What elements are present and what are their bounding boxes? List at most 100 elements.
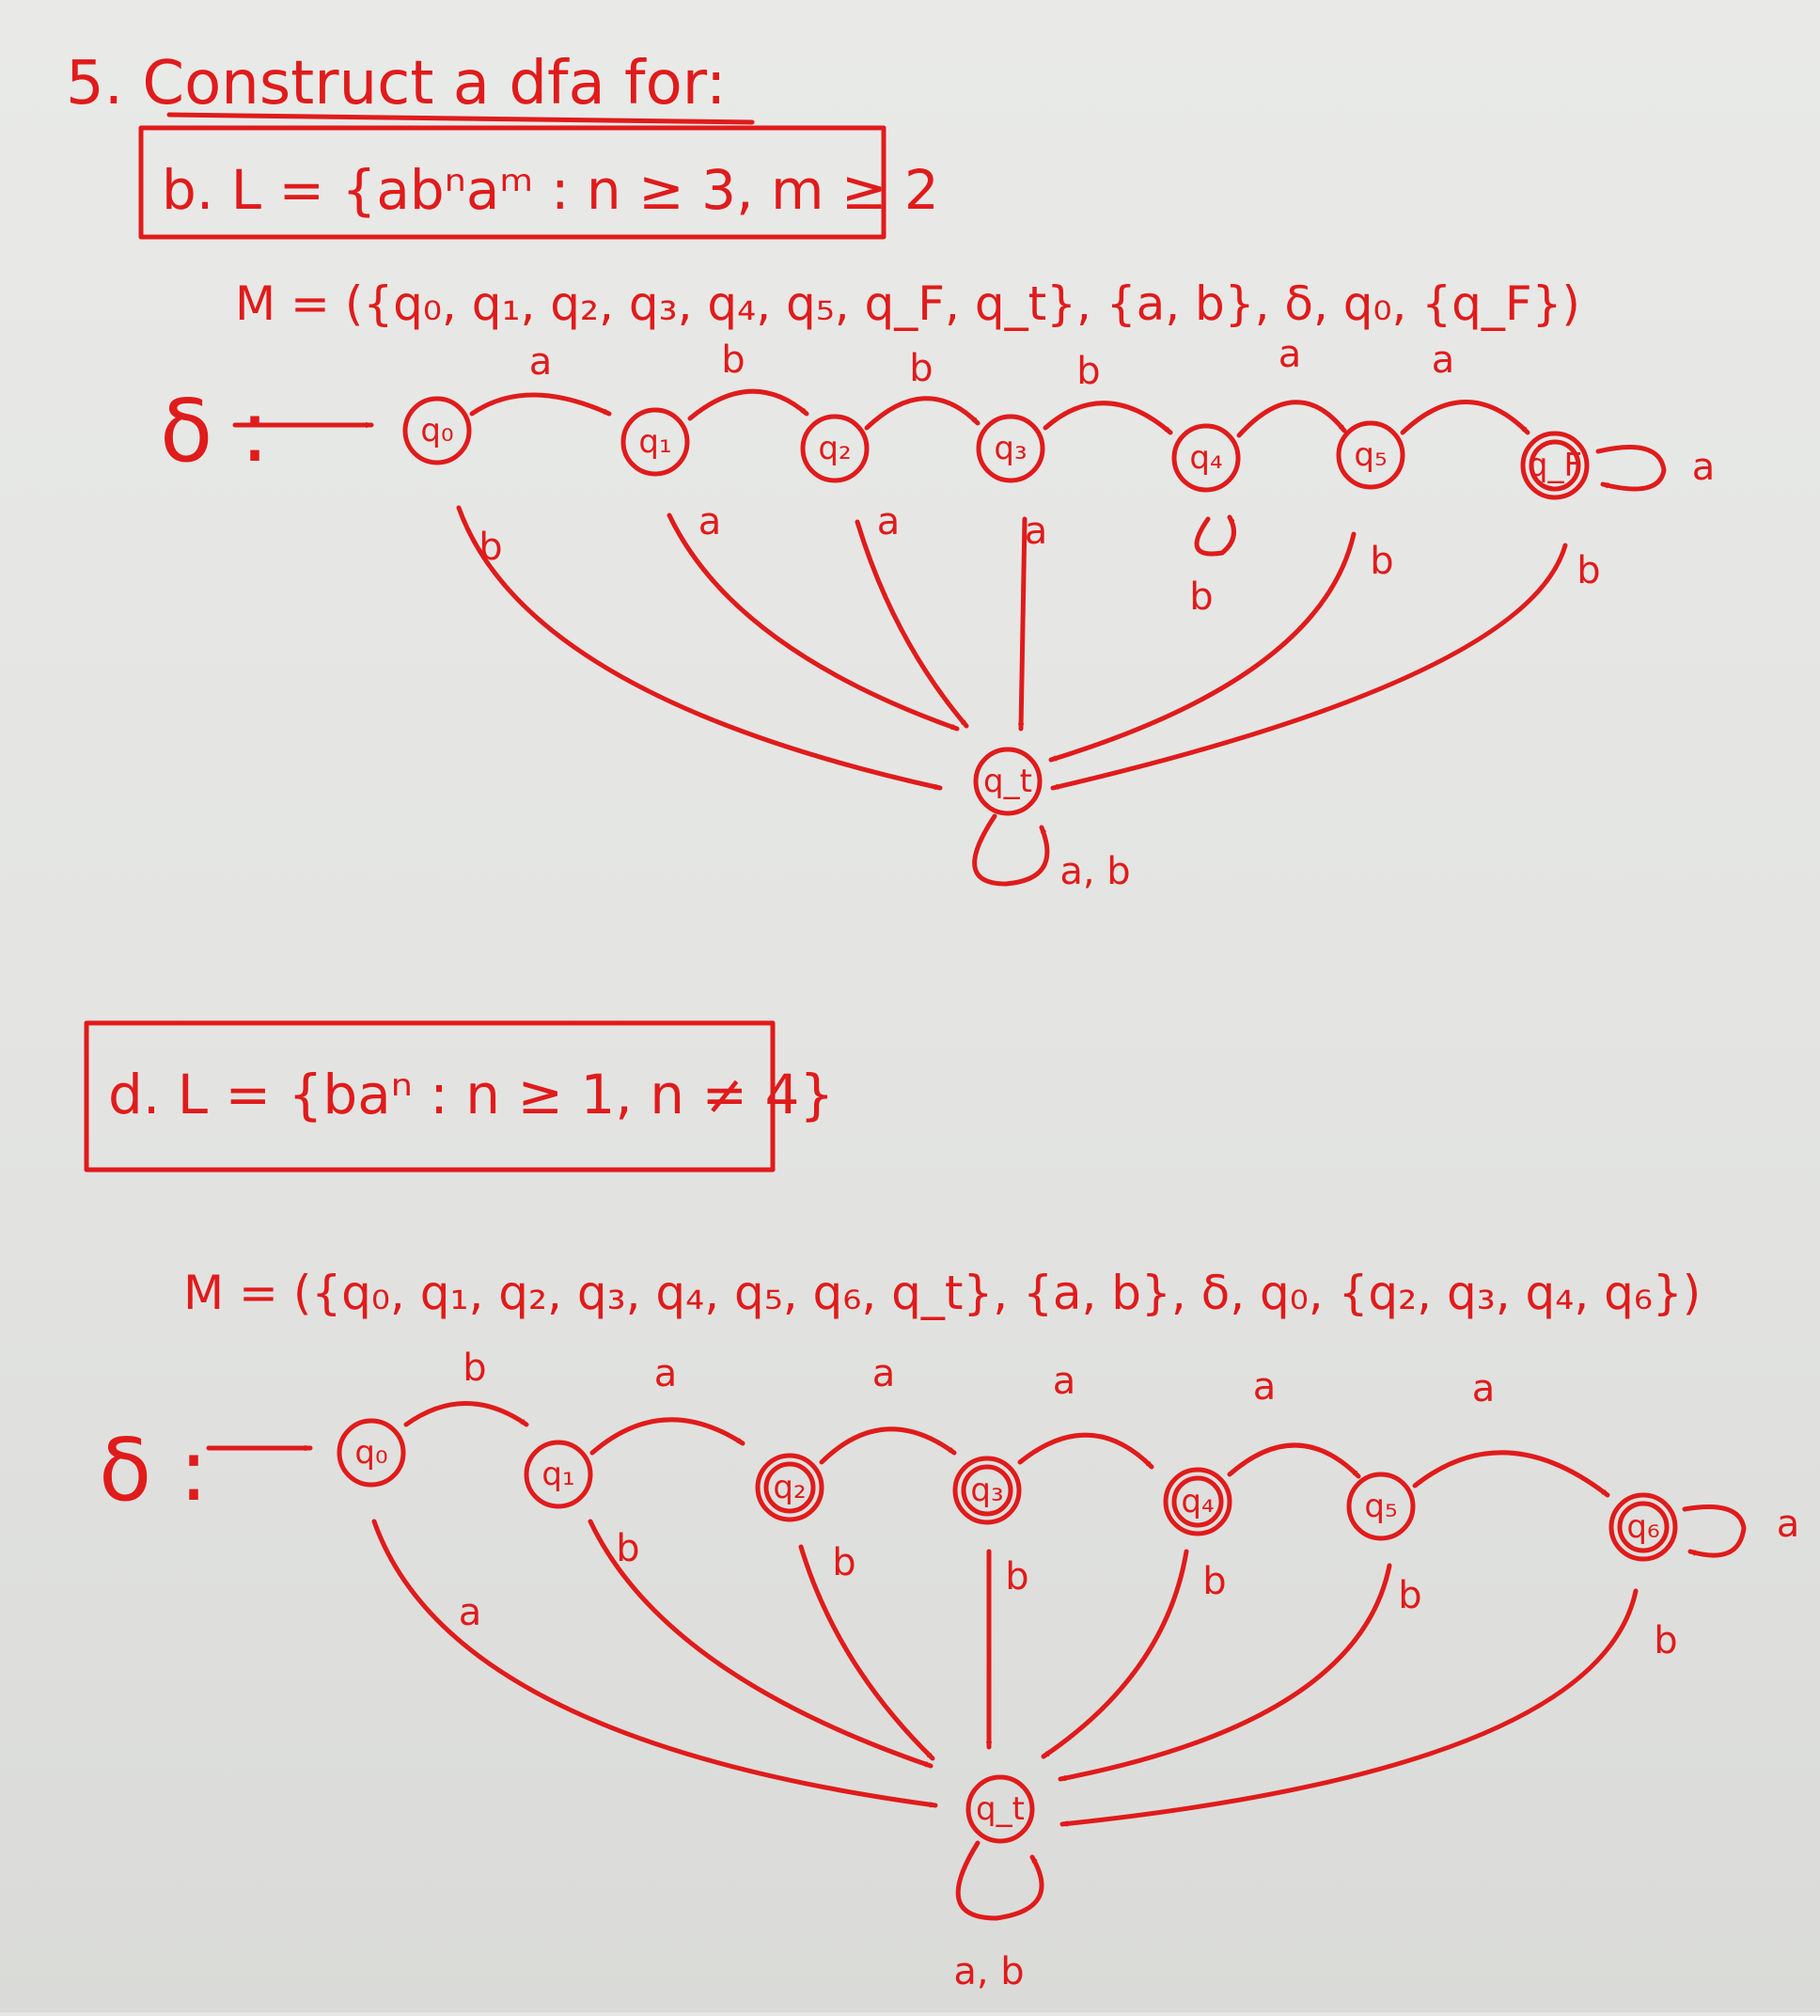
part_d-transition-q0-q1-symbol: b (463, 1347, 486, 1390)
part_d-transition-qt-qt-symbol: a, b (953, 1950, 1024, 1993)
part_d-transition-q1-q2-arrow (589, 1417, 745, 1456)
part-d-machine-tuple: M = ({q₀, q₁, q₂, q₃, q₄, q₅, q₆, q_t}, … (183, 1266, 1701, 1320)
part_d-state-q3-circle (952, 1456, 1022, 1525)
part_b-transition-qt-qt: a, b (972, 813, 1131, 893)
part_d-transition-q6-q6: a (1682, 1503, 1799, 1558)
part_d-state-q3-final-ring (961, 1464, 1013, 1517)
part_b-state-qF-circle (1520, 431, 1590, 500)
part_b-transition-qF-qF-symbol: a (1692, 446, 1716, 489)
part_d-transition-q4-q5-arrow (1227, 1442, 1361, 1479)
part_b-state-qF-final-ring (1529, 439, 1581, 492)
problem-heading: 5. Construct a dfa for: (66, 49, 726, 118)
part_d-transition-q5-qt-symbol: b (1398, 1574, 1421, 1617)
part_b-state-q4-label: q₄ (1189, 439, 1222, 477)
part_d-transition-q3-q4: a (1017, 1360, 1154, 1470)
part_b-transition-qF-qt-symbol: b (1577, 549, 1600, 592)
part_b-transition-q3-q4-symbol: b (1076, 350, 1100, 393)
part-b-language: b. L = {abⁿaᵐ : n ≥ 3, m ≥ 2 (162, 158, 939, 222)
part_b-transition-q1-qt-symbol: a (698, 500, 722, 543)
part_b-transition-q3-q4-arrow (1043, 401, 1173, 435)
part_b-transition-q0-qt: b (456, 505, 943, 791)
part_b-state-q2: q₂ (800, 414, 870, 483)
part_d-transition-q3-qt: b (985, 1549, 1029, 1750)
part_b-state-qF: q_F (1520, 431, 1590, 500)
part_b-transition-q5-qt: b (1048, 531, 1394, 763)
part_b-transition-qF-qF: a (1595, 445, 1716, 492)
part_b-state-q2-circle (800, 414, 870, 483)
part_d-state-qt: q_t (965, 1774, 1035, 1844)
part_b-transition-q2-qt-arrow (855, 519, 969, 729)
part_b-transition-q3-q4: b (1043, 350, 1173, 435)
part_d-transition-q1-qt: b (588, 1519, 934, 1769)
part_d-state-q4-label: q₄ (1181, 1483, 1214, 1520)
part_d-state-q5-label: q₅ (1364, 1488, 1397, 1525)
part_b-state-q0-circle (402, 396, 472, 465)
part_b-transition-q4-q4-symbol: b (1189, 575, 1213, 619)
part_d-state-q6: q₆ (1608, 1492, 1678, 1562)
part_b-transition-q5-qF: a (1400, 339, 1530, 435)
part_d-transition-q2-q3-arrow (819, 1426, 957, 1465)
part_b-transition-q0-q1: a (469, 340, 612, 417)
part_b-transition-q1-qt: a (667, 500, 960, 732)
part_b-transition-q0-q1-symbol: a (529, 340, 553, 384)
part_b-state-q5: q₅ (1336, 420, 1405, 490)
part_d-transition-q0-qt: a (371, 1519, 938, 1808)
part_b-transition-qF-qt-arrow (1050, 543, 1568, 791)
part_d-transition-q5-q6-symbol: a (1472, 1367, 1496, 1410)
part_b-state-q1: q₁ (620, 407, 690, 477)
part_d-transition-q0-qt-arrow (371, 1519, 938, 1808)
part-d-language-box (84, 1020, 776, 1173)
part_d-transition-q4-qt-arrow (1041, 1549, 1189, 1759)
part-d-delta-label: δ : (99, 1420, 209, 1520)
part-b-dfa: q₀ q₁ q₂ q₃ q₄ q₅ q_F q_t a b b b a a a b b a a a b b a, b (232, 333, 1716, 893)
part_b-state-qt-circle (973, 747, 1043, 816)
part-b-machine-tuple: M = ({q₀, q₁, q₂, q₃, q₄, q₅, q_F, q_t},… (235, 276, 1580, 331)
part_d-transition-q3-qt-symbol: b (1005, 1555, 1028, 1599)
part_d-state-q1: q₁ (524, 1440, 593, 1509)
part_d-state-q4-final-ring (1171, 1475, 1224, 1528)
part_d-state-q2-circle (755, 1453, 824, 1522)
part_d-state-q4: q₄ (1163, 1467, 1232, 1536)
part_b-transition-qF-qt: b (1050, 543, 1601, 791)
part_b-transition-q2-q3: b (864, 347, 981, 431)
part_d-transition-q2-q3: a (819, 1352, 957, 1465)
part_d-transition-q4-qt: b (1041, 1549, 1227, 1759)
part_b-transition-q5-qt-arrow (1048, 531, 1357, 763)
part_d-state-q0: q₀ (337, 1418, 406, 1488)
part_d-transition-q5-qt-arrow (1058, 1563, 1392, 1782)
part_b-transition-qF-qF-arrow (1595, 445, 1667, 492)
part_b-transition-q5-qt-symbol: b (1370, 540, 1393, 583)
part_b-transition-q3-qt-symbol: a (1025, 510, 1048, 553)
part_d-state-qt-circle (965, 1774, 1035, 1844)
part_d-state-q1-circle (524, 1440, 593, 1509)
part_d-transition-q2-qt-arrow (798, 1544, 935, 1761)
part_d-state-q6-final-ring (1617, 1501, 1670, 1553)
part_d-transition-q4-qt-symbol: b (1202, 1560, 1226, 1603)
part-b-language-box (138, 125, 886, 240)
part_b-transition-qt-qt-symbol: a, b (1059, 850, 1130, 893)
part_d-transition-qt-qt-arrow (955, 1840, 1044, 1921)
part_b-state-qt: q_t (973, 747, 1043, 816)
part_d-transition-q4-q5-symbol: a (1253, 1365, 1277, 1409)
part_d-transition-q1-qt-arrow (588, 1519, 934, 1769)
part_d-transition-q1-qt-symbol: b (616, 1527, 639, 1570)
part-d-dfa: q₀ q₁ q₂ q₃ q₄ q₅ q₆ q_t b a a a a a a a b b b b b b a, b (206, 1347, 1799, 1993)
part_d-transition-q6-qt-symbol: b (1654, 1619, 1677, 1662)
part_b-transition-q2-qt: a (855, 500, 969, 729)
part_b-transition-q4-q5-arrow (1236, 400, 1347, 438)
part_d-transition-q1-q2: a (589, 1352, 745, 1456)
part_b-state-q3-label: q₃ (994, 430, 1027, 467)
part_d-transition-q2-q3-symbol: a (872, 1352, 896, 1395)
part_b-state-qt-label: q_t (983, 763, 1032, 800)
part_b-transition-q4-q4: b (1189, 514, 1236, 619)
part_b-transition-q2-qt-symbol: a (877, 500, 901, 543)
part_b-transition-q4-q4-arrow (1194, 514, 1236, 557)
part_d-transition-q5-q6-arrow (1412, 1450, 1610, 1498)
part_b-state-qF-label: q_F (1528, 447, 1582, 484)
part_d-transition-q3-q4-arrow (1017, 1432, 1154, 1470)
part_d-state-q4-circle (1163, 1467, 1232, 1536)
part_d-state-q2: q₂ (755, 1453, 824, 1522)
part_b-transition-q2-q3-arrow (864, 396, 981, 431)
part_d-state-q6-circle (1608, 1492, 1678, 1562)
part_d-transition-q2-qt-symbol: b (832, 1541, 855, 1584)
